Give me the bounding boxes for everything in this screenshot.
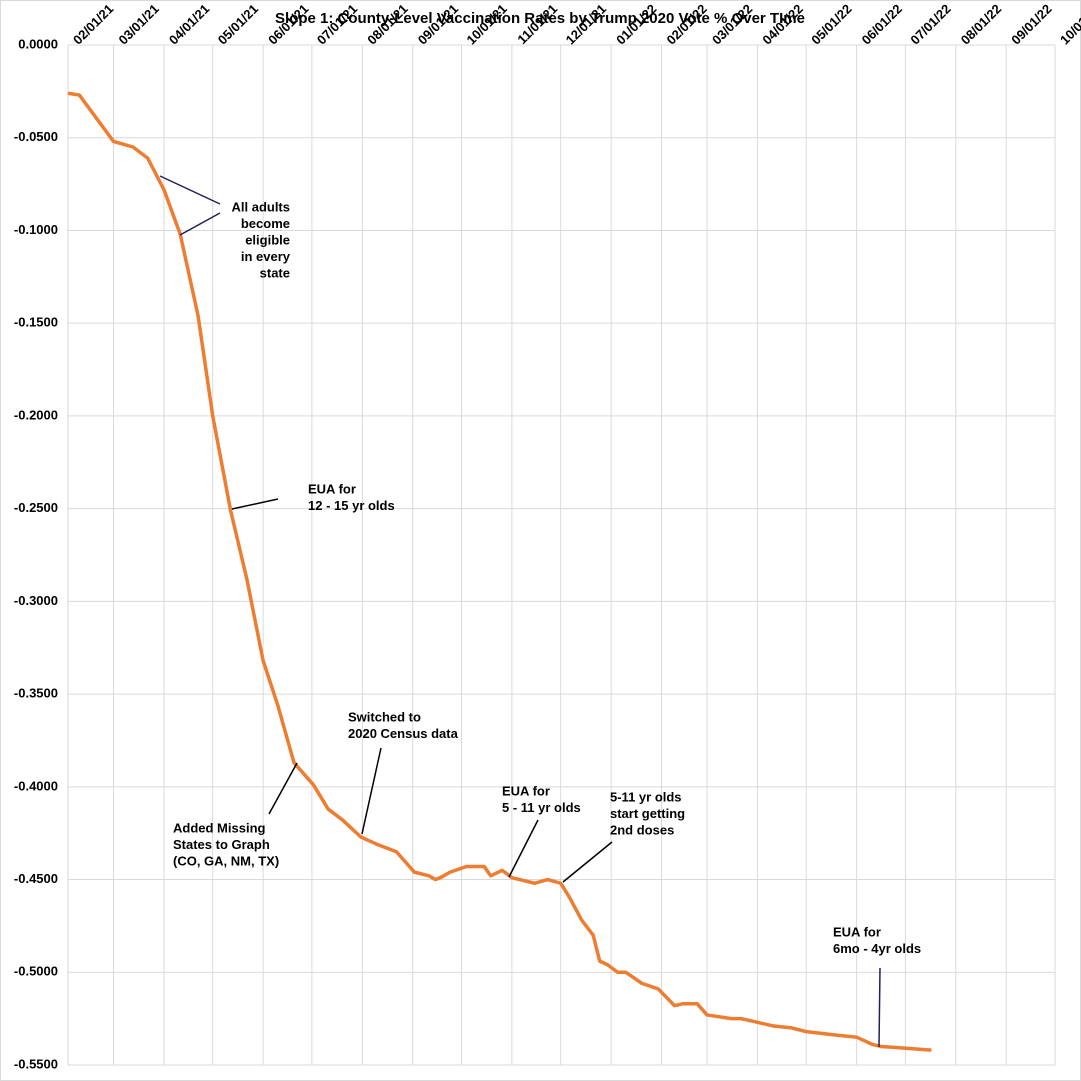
annotation: eligible [245,232,290,247]
annotation: (CO, GA, NM, TX) [173,853,279,868]
annotation: All adults [231,199,290,214]
annotation-leader [562,841,613,883]
y-tick-label: -0.4000 [14,778,58,793]
y-tick-label: -0.3500 [14,686,58,701]
annotation: 2020 Census data [348,726,459,741]
annotation: in every [241,249,291,264]
chart-title: Slope 1: County-Level Vaccination Rates … [275,10,805,27]
y-tick-label: -0.5000 [14,964,58,979]
annotation: EUA for [502,783,550,798]
annotation: Switched to [348,709,421,724]
annotation-leader [508,819,539,878]
annotation: start getting [610,806,685,821]
y-tick-label: -0.2000 [14,407,58,422]
y-tick-label: -0.4500 [14,871,58,886]
annotation: 12 - 15 yr olds [308,498,395,513]
y-tick-label: -0.1500 [14,315,58,330]
annotation: state [260,265,290,280]
y-tick-label: -0.0500 [14,129,58,144]
data-line [67,91,932,1052]
annotation: EUA for [308,481,356,496]
annotation-leader [179,212,221,236]
annotation: 5 - 11 yr olds [502,800,581,815]
y-tick-label: -0.2500 [14,500,58,515]
annotation-leader [268,762,298,815]
y-tick-label: 0.0000 [18,36,58,51]
annotation: 6mo - 4yr olds [833,941,921,956]
annotation-leader [878,967,881,1048]
annotation-leader [159,175,221,205]
annotation: EUA for [833,924,881,939]
annotation: 5-11 yr olds [610,789,682,804]
annotation-leader [361,747,382,835]
y-tick-label: -0.5500 [14,1056,58,1071]
annotation-leader [231,498,279,510]
y-tick-label: -0.3000 [14,593,58,608]
annotation: 2nd doses [610,822,674,837]
y-tick-label: -0.1000 [14,222,58,237]
annotation: Added Missing [173,820,266,835]
annotation: States to Graph [173,837,270,852]
annotation: become [241,216,290,231]
